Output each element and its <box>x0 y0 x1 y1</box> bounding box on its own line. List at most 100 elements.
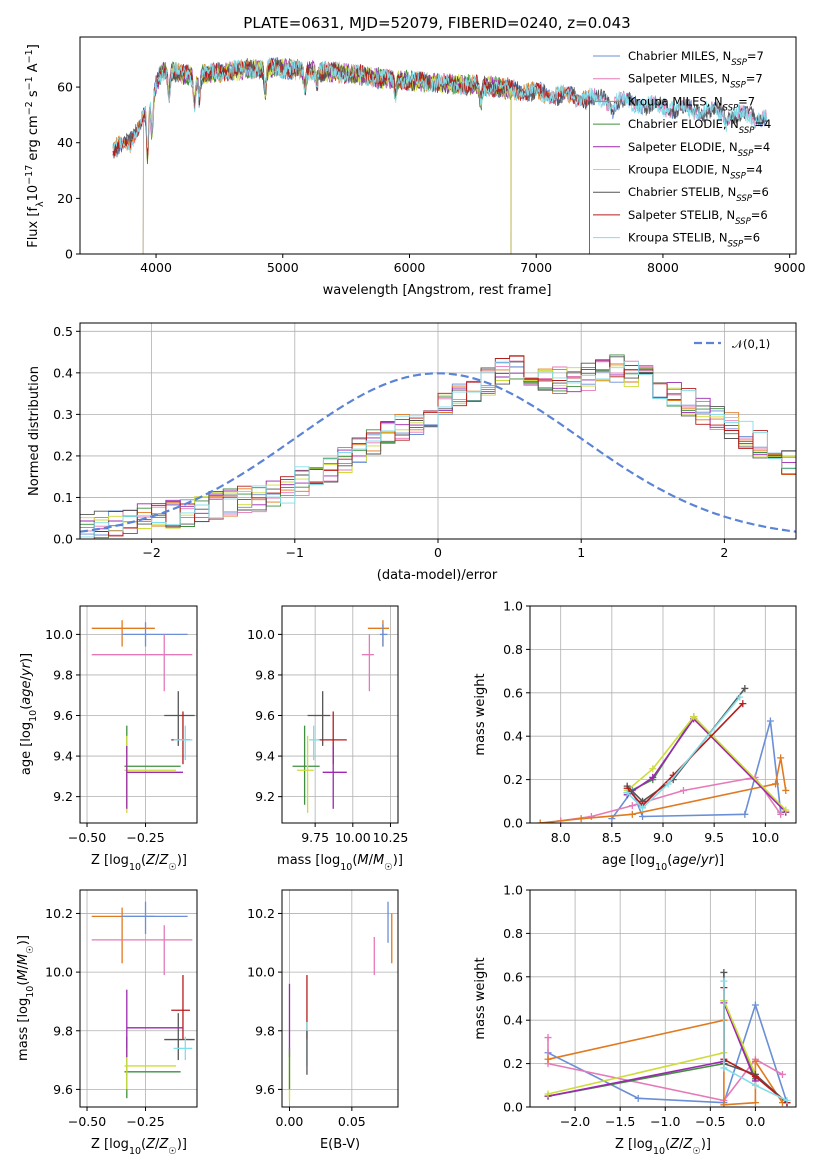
spectrum-ytick-label: 0 <box>65 247 73 262</box>
residuals-histogram-step <box>80 355 796 539</box>
age-weight-point-marker <box>741 810 749 818</box>
age-weight-point-marker <box>639 804 647 812</box>
z-weight-point-marker <box>720 968 728 976</box>
spectrum-legend-label: Chabrier MILES, NSSP=7 <box>628 49 764 68</box>
z-weight-point-marker <box>720 977 728 985</box>
residuals-xtick-label: −2 <box>142 545 160 560</box>
z-weight-point-marker <box>783 1096 791 1104</box>
z-weight-point-marker <box>751 1081 759 1089</box>
age-weight-point-marker <box>782 806 790 814</box>
age-weight-xtick-label: 8.0 <box>551 830 571 845</box>
residuals-xtick-label: 0 <box>434 545 442 560</box>
spectrum-xtick-label: 5000 <box>267 260 299 275</box>
z-mass-grid <box>80 890 197 1107</box>
z-weight-point-marker <box>778 1070 786 1078</box>
z-mass-frame <box>79 889 198 1108</box>
age-weight-point-marker <box>739 700 747 708</box>
z-mass-xtick-label: −0.50 <box>68 1114 106 1129</box>
z-weight-xtick-label: −2.0 <box>560 1114 590 1129</box>
z-age-grid <box>80 606 197 823</box>
age-weight-point-marker <box>736 693 744 701</box>
residuals-xtick-label: 1 <box>577 545 585 560</box>
z-age-ytick-label: 9.8 <box>53 667 73 682</box>
residuals-ytick-label: 0.1 <box>53 490 73 505</box>
mass-age-frame <box>281 605 399 824</box>
age-weight-point-marker <box>639 812 647 820</box>
age-weight-point-marker <box>782 786 790 794</box>
age-weight-ylabel: mass weight <box>473 673 488 755</box>
spectrum-ytick-label: 20 <box>57 191 73 206</box>
age-weight-point-marker <box>741 684 749 692</box>
z-mass-ytick-label: 9.8 <box>53 1023 73 1038</box>
age-weight-ytick-label: 0.6 <box>503 685 523 700</box>
z-mass-xtick-label: −0.25 <box>126 1114 164 1129</box>
residuals-xtick-label: −1 <box>286 545 304 560</box>
spectrum-xtick-label: 9000 <box>774 260 806 275</box>
z-weight-point-marker <box>544 1090 552 1098</box>
ebv-mass-xlabel: E(B-V) <box>320 1137 360 1152</box>
z-mass-ytick-label: 10.2 <box>45 906 73 921</box>
residuals-xtick-label: 2 <box>720 545 728 560</box>
z-weight-point-marker <box>720 1101 728 1107</box>
z-weight-ytick-label: 0.6 <box>503 969 523 984</box>
age-weight-point-marker <box>536 819 544 823</box>
ebv-mass-ytick-label: 9.8 <box>255 1023 275 1038</box>
age-weight-point-marker <box>766 717 774 725</box>
ebv-mass-ytick-label: 10.2 <box>247 906 275 921</box>
age-weight-xtick-label: 10.0 <box>751 830 779 845</box>
residuals-ytick-label: 0.3 <box>53 407 73 422</box>
spectrum-legend-label: Salpeter MILES, NSSP=7 <box>628 72 763 91</box>
spectrum-frame <box>79 36 797 255</box>
mass-age-ytick-label: 9.6 <box>255 708 275 723</box>
ebv-mass-xtick-label: 0.00 <box>276 1114 304 1129</box>
z-age-ytick-label: 9.6 <box>53 708 73 723</box>
age-weight-point-marker <box>664 780 672 788</box>
z-age-xtick-label: −0.25 <box>126 830 164 845</box>
age-weight-point-marker <box>623 789 631 797</box>
z-age-xtick-label: −0.50 <box>68 830 106 845</box>
age-weight-ytick-label: 1.0 <box>503 599 523 614</box>
age-weight-point-marker <box>577 815 585 823</box>
spectrum-plot-area <box>112 57 768 254</box>
z-weight-xtick-label: −1.0 <box>650 1114 680 1129</box>
ebv-mass-plot-area <box>288 901 393 1102</box>
z-weight-point-marker <box>751 1001 759 1009</box>
z-age-ytick-label: 9.2 <box>53 789 73 804</box>
z-weight-point-marker <box>751 1073 759 1081</box>
z-weight-point-marker <box>720 1064 728 1072</box>
age-weight-frame <box>529 605 797 824</box>
z-age-ytick-label: 9.4 <box>53 749 73 764</box>
residuals-legend-label: 𝒩(0,1) <box>732 337 770 351</box>
z-weight-ytick-label: 0.4 <box>503 1013 523 1028</box>
z-age-xlabel: Z [log10(Z/Z☉)] <box>91 853 187 873</box>
z-weight-plot-area <box>544 968 791 1107</box>
age-weight-xtick-label: 9.5 <box>704 830 724 845</box>
z-weight-xlabel: Z [log10(Z/Z☉)] <box>615 1137 711 1157</box>
age-weight-point-marker <box>772 780 780 788</box>
ebv-mass-ytick-label: 9.6 <box>255 1082 275 1097</box>
spectrum-title: PLATE=0631, MJD=52079, FIBERID=0240, z=0… <box>243 14 630 32</box>
mass-age-xtick-label: 9.75 <box>301 830 329 845</box>
age-weight-point-marker <box>587 812 595 820</box>
spectrum-legend-label: Chabrier ELODIE, NSSP=4 <box>628 117 771 136</box>
mass-age-plot-area <box>292 620 389 813</box>
spectrum-legend-label: Kroupa MILES, NSSP=7 <box>628 94 755 113</box>
spectrum-xtick-label: 7000 <box>520 260 552 275</box>
age-weight-point-marker <box>649 773 657 781</box>
z-age-ytick-label: 10.0 <box>45 627 73 642</box>
residuals-ylabel: Normed distribution <box>27 366 42 496</box>
age-weight-ytick-label: 0.4 <box>503 729 523 744</box>
age-weight-point-marker <box>679 786 687 794</box>
mass-age-grid <box>282 606 398 823</box>
z-age-plot-area <box>91 620 195 813</box>
ebv-mass-ytick-label: 10.0 <box>247 965 275 980</box>
mass-age-xlabel: mass [log10(M/M☉)] <box>277 853 403 873</box>
spectrum-legend-label: Salpeter ELODIE, NSSP=4 <box>628 140 770 159</box>
age-weight-point-marker <box>777 754 785 762</box>
z-weight-xtick-label: −0.5 <box>695 1114 725 1129</box>
z-weight-point-marker <box>634 1094 642 1102</box>
z-weight-frame <box>529 889 797 1108</box>
z-weight-xtick-label: 0.0 <box>745 1114 765 1129</box>
mass-age-xtick-label: 10.00 <box>335 830 371 845</box>
